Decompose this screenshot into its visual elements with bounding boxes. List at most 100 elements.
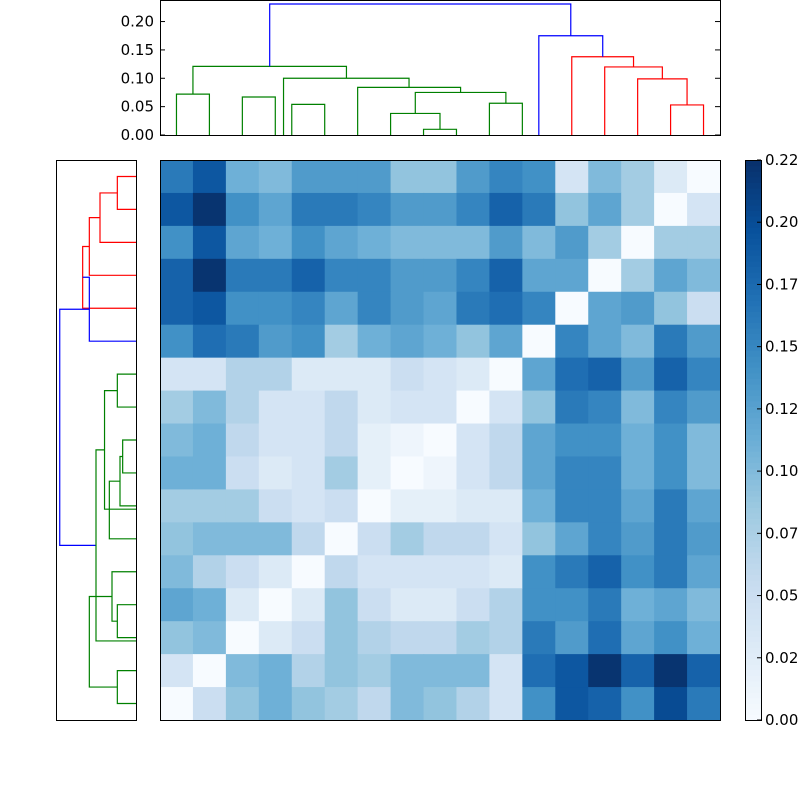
heatmap-cell <box>192 654 227 688</box>
colorbar-segment <box>745 697 761 704</box>
colorbar-segment <box>745 512 761 519</box>
heatmap-cell <box>258 555 293 589</box>
colorbar-segment <box>745 535 761 542</box>
heatmap-cell <box>258 160 293 194</box>
dendrogram-link <box>192 65 348 95</box>
heatmap-cell <box>357 423 392 458</box>
heatmap-cell <box>160 456 194 491</box>
heatmap-cell <box>522 258 556 293</box>
colorbar-segment <box>745 171 761 178</box>
heatmap-cell <box>687 192 721 227</box>
heatmap-cell <box>456 456 491 491</box>
heatmap-cell <box>258 621 293 655</box>
heatmap <box>160 160 721 721</box>
heatmap-cell <box>357 489 392 523</box>
heatmap-cell <box>588 423 622 458</box>
heatmap-cell <box>522 687 556 721</box>
colorbar-tick-label: 0.17 <box>765 275 798 293</box>
colorbar-segment <box>745 641 761 648</box>
heatmap-cell <box>588 621 622 655</box>
heatmap-cell <box>489 555 523 589</box>
heatmap-cell <box>225 456 260 491</box>
colorbar-segment <box>745 417 761 424</box>
heatmap-cell <box>357 687 392 721</box>
heatmap-cell <box>192 555 227 589</box>
colorbar-segment <box>745 423 761 430</box>
heatmap-cell <box>324 258 359 293</box>
heatmap-cell <box>654 588 688 622</box>
heatmap-cell <box>555 489 589 523</box>
heatmap-cell <box>588 357 622 392</box>
heatmap-cell <box>654 357 688 392</box>
heatmap-cell <box>522 489 556 523</box>
heatmap-cell <box>192 423 227 458</box>
heatmap-cell <box>555 192 589 227</box>
heatmap-cell <box>423 357 458 392</box>
heatmap-cell <box>225 357 260 392</box>
heatmap-cell <box>522 324 556 359</box>
heatmap-cell <box>456 291 491 326</box>
y-tick-label: 0.05 <box>121 98 154 116</box>
heatmap-cell <box>160 357 194 392</box>
colorbar-segment <box>745 188 761 195</box>
heatmap-cell <box>555 621 589 655</box>
heatmap-cell <box>291 225 326 260</box>
colorbar-segment <box>745 546 761 553</box>
heatmap-cell <box>324 324 359 359</box>
dendrogram-link <box>82 245 136 309</box>
heatmap-cell <box>192 291 227 326</box>
colorbar-segment <box>745 165 761 172</box>
heatmap-cell <box>390 456 425 491</box>
heatmap-cell <box>258 192 293 227</box>
heatmap-cell <box>621 654 655 688</box>
colorbar-segment <box>745 395 761 402</box>
colorbar-segment <box>745 339 761 346</box>
colorbar-segment <box>745 428 761 435</box>
dendrogram-link <box>88 595 118 688</box>
colorbar-segment <box>745 518 761 525</box>
heatmap-cell <box>555 160 589 194</box>
y-tick-label: 0.10 <box>121 69 154 87</box>
heatmap-cell <box>621 621 655 655</box>
heatmap-cell <box>687 456 721 491</box>
heatmap-cell <box>654 687 688 721</box>
heatmap-cell <box>390 621 425 655</box>
heatmap-cell <box>489 357 523 392</box>
heatmap-cell <box>588 258 622 293</box>
colorbar-segment <box>745 501 761 508</box>
colorbar-segment <box>745 580 761 587</box>
colorbar-segment <box>745 316 761 323</box>
heatmap-cell <box>423 423 458 458</box>
heatmap-cell <box>160 390 194 425</box>
heatmap-cell <box>225 588 260 622</box>
heatmap-cell <box>291 621 326 655</box>
heatmap-cell <box>258 291 293 326</box>
colorbar-segment <box>745 344 761 351</box>
heatmap-cell <box>654 654 688 688</box>
colorbar-segment <box>745 624 761 631</box>
heatmap-cell <box>687 225 721 260</box>
dendrogram-link <box>175 93 211 135</box>
heatmap-cell <box>456 357 491 392</box>
dendrogram-link <box>116 175 136 211</box>
colorbar-segment <box>745 680 761 687</box>
heatmap-cell <box>555 225 589 260</box>
heatmap-cell <box>687 357 721 392</box>
top-dendrogram: 0.00 0.05 0.10 0.15 0.20 <box>121 0 721 144</box>
heatmap-cell <box>423 390 458 425</box>
heatmap-cell <box>258 522 293 556</box>
heatmap-cell <box>555 555 589 589</box>
dendrogram-link <box>291 103 326 135</box>
heatmap-cell <box>225 390 260 425</box>
dendrogram-link <box>99 192 136 243</box>
heatmap-cell <box>258 423 293 458</box>
heatmap-cell <box>621 324 655 359</box>
heatmap-cell <box>489 423 523 458</box>
heatmap-cell <box>357 522 392 556</box>
heatmap-cell <box>291 588 326 622</box>
heatmap-cell <box>423 291 458 326</box>
colorbar-segment <box>745 232 761 239</box>
left-dendrogram <box>56 160 137 721</box>
colorbar-segment <box>745 367 761 374</box>
heatmap-cell <box>588 489 622 523</box>
